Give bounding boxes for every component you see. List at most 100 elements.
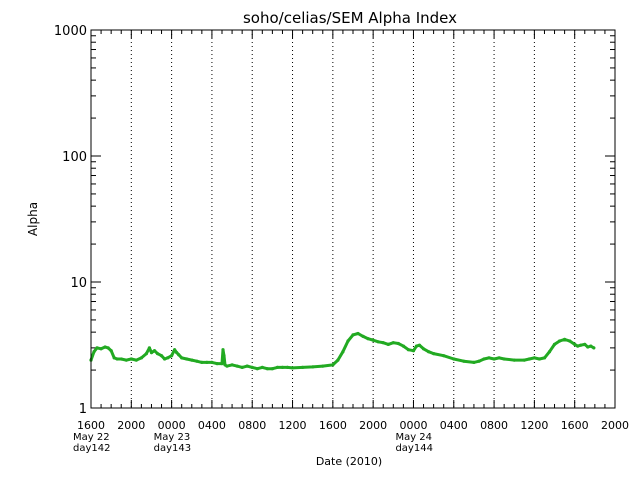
data-point — [129, 357, 133, 361]
data-point — [558, 339, 562, 343]
data-point — [159, 354, 164, 358]
plot-frame — [90, 29, 616, 409]
data-series — [89, 331, 596, 371]
x-doy-label: day143 — [154, 443, 191, 454]
data-point — [462, 359, 466, 363]
data-point — [321, 364, 325, 368]
x-doy-label: day144 — [395, 443, 432, 454]
data-point — [92, 350, 96, 354]
data-point — [124, 358, 128, 362]
data-point — [230, 363, 234, 367]
data-point — [522, 358, 526, 362]
y-tick-label: 100 — [62, 150, 87, 165]
data-point — [240, 365, 244, 369]
data-point — [175, 351, 179, 355]
data-point — [576, 344, 580, 348]
data-point — [95, 346, 99, 350]
data-point — [112, 356, 116, 360]
data-point — [532, 356, 537, 360]
data-point — [222, 354, 226, 358]
x-tick-label: 2000 — [117, 419, 145, 432]
data-point — [589, 344, 593, 348]
data-point — [427, 350, 431, 354]
x-date-label: May 24 — [395, 432, 432, 443]
data-point — [346, 339, 350, 343]
x-doy-label: day142 — [73, 443, 110, 454]
data-point — [119, 357, 123, 361]
data-point — [586, 345, 590, 349]
data-point — [492, 357, 496, 361]
data-point — [205, 360, 209, 364]
data-point — [245, 364, 249, 368]
data-point — [155, 352, 160, 356]
data-point — [220, 362, 224, 366]
y-tick-label: 1000 — [54, 24, 87, 39]
data-point — [592, 346, 596, 350]
y-tick-label: 10 — [70, 276, 87, 291]
data-point — [170, 354, 174, 358]
x-axis-label: Date (2010) — [316, 455, 382, 468]
x-tick-label: 2000 — [601, 419, 629, 432]
data-point — [371, 338, 375, 342]
x-tick-label: 1600 — [319, 419, 347, 432]
data-point — [103, 345, 107, 349]
data-point — [527, 357, 531, 361]
data-point — [547, 350, 552, 354]
data-point — [396, 341, 400, 346]
data-point — [285, 365, 290, 369]
x-tick-label: 0800 — [480, 419, 508, 432]
x-tick-label: 0400 — [198, 419, 226, 432]
x-tick-label: 0800 — [238, 419, 266, 432]
data-point — [221, 348, 225, 352]
data-point — [376, 340, 380, 344]
data-point — [542, 356, 547, 360]
data-point — [568, 339, 572, 343]
x-tick-label: 0400 — [440, 419, 468, 432]
data-point — [109, 349, 113, 353]
data-point — [275, 365, 279, 369]
data-point — [411, 349, 416, 353]
data-point — [311, 365, 315, 369]
data-point — [260, 365, 264, 369]
data-point — [195, 359, 199, 363]
data-point — [414, 344, 419, 348]
data-point — [502, 357, 506, 361]
chart-title: soho/celias/SEM Alpha Index — [243, 9, 457, 27]
data-point — [235, 364, 239, 368]
data-point — [106, 346, 110, 350]
data-point — [177, 353, 181, 357]
data-point — [487, 356, 491, 360]
data-point — [225, 364, 229, 368]
data-point — [386, 342, 390, 346]
x-date-label: May 23 — [154, 432, 191, 443]
x-tick-label: 0000 — [399, 419, 427, 432]
data-point — [163, 357, 167, 361]
data-point — [406, 348, 410, 352]
data-point — [472, 360, 476, 364]
x-tick-label: 0000 — [158, 419, 186, 432]
data-point — [497, 356, 501, 360]
data-point — [356, 331, 360, 336]
data-point — [215, 362, 219, 366]
data-point — [512, 358, 516, 362]
x-date-label: May 22 — [73, 432, 110, 443]
x-tick-label: 1200 — [279, 419, 307, 432]
y-tick-label: 1 — [79, 402, 87, 417]
data-point — [166, 356, 170, 360]
data-point — [280, 365, 285, 369]
data-point — [147, 346, 151, 350]
data-point — [417, 343, 422, 347]
x-tick-label: 2000 — [359, 419, 387, 432]
data-point — [421, 347, 426, 351]
data-point — [341, 350, 345, 354]
data-point — [442, 354, 446, 358]
data-point — [180, 356, 184, 360]
data-point — [482, 357, 486, 361]
data-point — [190, 358, 194, 362]
data-point — [477, 359, 481, 363]
x-tick-label: 1600 — [561, 419, 589, 432]
data-point — [210, 360, 214, 364]
